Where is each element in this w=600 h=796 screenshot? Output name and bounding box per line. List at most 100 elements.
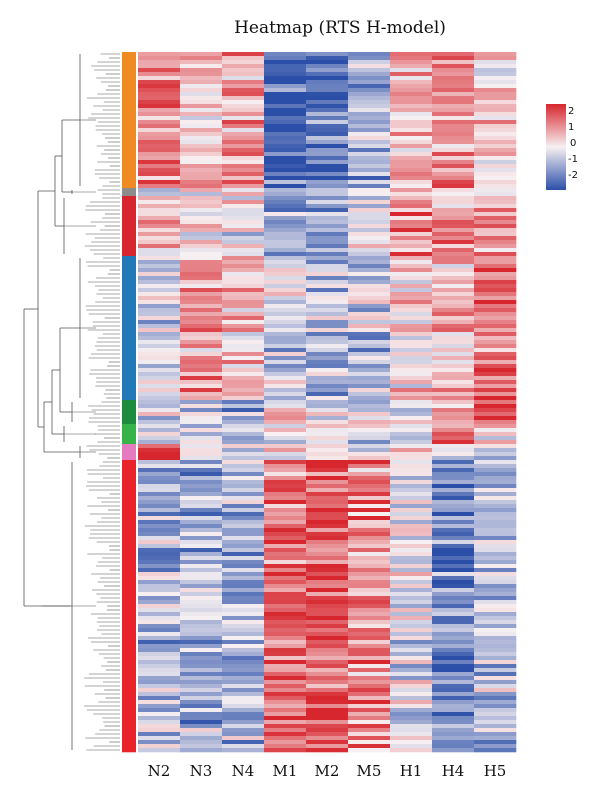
heatmap-cell	[348, 68, 391, 73]
heatmap-cell	[474, 524, 517, 529]
heatmap-cell	[306, 304, 349, 309]
heatmap-cell	[138, 356, 181, 361]
heatmap-cell	[264, 544, 307, 549]
heatmap-cell	[432, 352, 475, 357]
heatmap-cell	[264, 360, 307, 365]
heatmap-cell	[348, 592, 391, 597]
legend-color-bar	[546, 104, 566, 190]
heatmap-cell	[390, 512, 433, 517]
heatmap-cell	[306, 612, 349, 617]
heatmap-cell	[180, 688, 223, 693]
heatmap-cell	[390, 100, 433, 105]
heatmap-cell	[264, 204, 307, 209]
heatmap-cell	[264, 536, 307, 541]
heatmap-cell	[348, 172, 391, 177]
heatmap-cell	[180, 408, 223, 413]
heatmap-cell	[432, 148, 475, 153]
heatmap-cell	[180, 332, 223, 337]
heatmap-cell	[180, 516, 223, 521]
heatmap-cell	[432, 492, 475, 497]
heatmap-cell	[390, 124, 433, 129]
heatmap-cell	[264, 720, 307, 725]
heatmap-cell	[138, 512, 181, 517]
heatmap-cell	[348, 360, 391, 365]
heatmap-cell	[222, 272, 265, 277]
heatmap-cell	[432, 744, 475, 749]
heatmap-cell	[306, 512, 349, 517]
heatmap-cell	[138, 688, 181, 693]
heatmap-cell	[306, 680, 349, 685]
heatmap-cell	[138, 504, 181, 509]
heatmap-cell	[474, 296, 517, 301]
heatmap-cell	[348, 696, 391, 701]
heatmap-cell	[138, 396, 181, 401]
heatmap-cell	[390, 560, 433, 565]
heatmap-cell	[390, 312, 433, 317]
heatmap-cell	[306, 464, 349, 469]
heatmap-cell	[390, 524, 433, 529]
heatmap-cell	[306, 316, 349, 321]
column-label: N3	[190, 762, 213, 780]
heatmap-cell	[222, 348, 265, 353]
heatmap-cell	[264, 108, 307, 113]
heatmap-cell	[306, 236, 349, 241]
heatmap-cell	[222, 292, 265, 297]
heatmap-cell	[264, 336, 307, 341]
heatmap-cell	[348, 424, 391, 429]
heatmap-cell	[306, 544, 349, 549]
heatmap-cell	[222, 196, 265, 201]
heatmap-cell	[432, 144, 475, 149]
heatmap-cell	[432, 700, 475, 705]
heatmap-cell	[432, 500, 475, 505]
heatmap-cell	[180, 300, 223, 305]
heatmap-cell	[138, 560, 181, 565]
heatmap-cell	[306, 120, 349, 125]
heatmap-cell	[348, 76, 391, 81]
heatmap-cell	[306, 324, 349, 329]
heatmap-cell	[432, 412, 475, 417]
heatmap-cell	[222, 548, 265, 553]
heatmap-cell	[180, 680, 223, 685]
heatmap-cell	[180, 184, 223, 189]
heatmap-cell	[474, 64, 517, 69]
heatmap-cell	[138, 84, 181, 89]
heatmap-cell	[264, 368, 307, 373]
heatmap-cell	[306, 528, 349, 533]
heatmap-cell	[180, 164, 223, 169]
heatmap-cell	[348, 608, 391, 613]
heatmap-cell	[138, 616, 181, 621]
heatmap-cell	[474, 612, 517, 617]
heatmap-cell	[432, 576, 475, 581]
heatmap-cell	[264, 728, 307, 733]
heatmap-cell	[474, 452, 517, 457]
heatmap-cell	[138, 424, 181, 429]
heatmap-cell	[432, 624, 475, 629]
heatmap-cell	[348, 168, 391, 173]
heatmap-cell	[306, 660, 349, 665]
heatmap-cell	[348, 252, 391, 257]
heatmap-cell	[222, 620, 265, 625]
heatmap-cell	[348, 644, 391, 649]
heatmap-cell	[306, 532, 349, 537]
heatmap-cell	[432, 100, 475, 105]
heatmap-cell	[306, 564, 349, 569]
heatmap-cell	[264, 660, 307, 665]
heatmap-cell	[222, 424, 265, 429]
heatmap-cell	[264, 100, 307, 105]
heatmap-cell	[390, 72, 433, 77]
heatmap-cell	[264, 740, 307, 745]
heatmap-cell	[474, 256, 517, 261]
heatmap-cell	[180, 524, 223, 529]
heatmap-cell	[474, 644, 517, 649]
heatmap-cell	[348, 336, 391, 341]
heatmap-cell	[306, 244, 349, 249]
heatmap-cell	[180, 744, 223, 749]
heatmap-cell	[390, 56, 433, 61]
heatmap-cell	[222, 96, 265, 101]
heatmap-cell	[348, 524, 391, 529]
heatmap-cell	[432, 372, 475, 377]
heatmap-cell	[264, 348, 307, 353]
heatmap-cell	[264, 480, 307, 485]
heatmap-cell	[432, 120, 475, 125]
heatmap-cell	[474, 84, 517, 89]
